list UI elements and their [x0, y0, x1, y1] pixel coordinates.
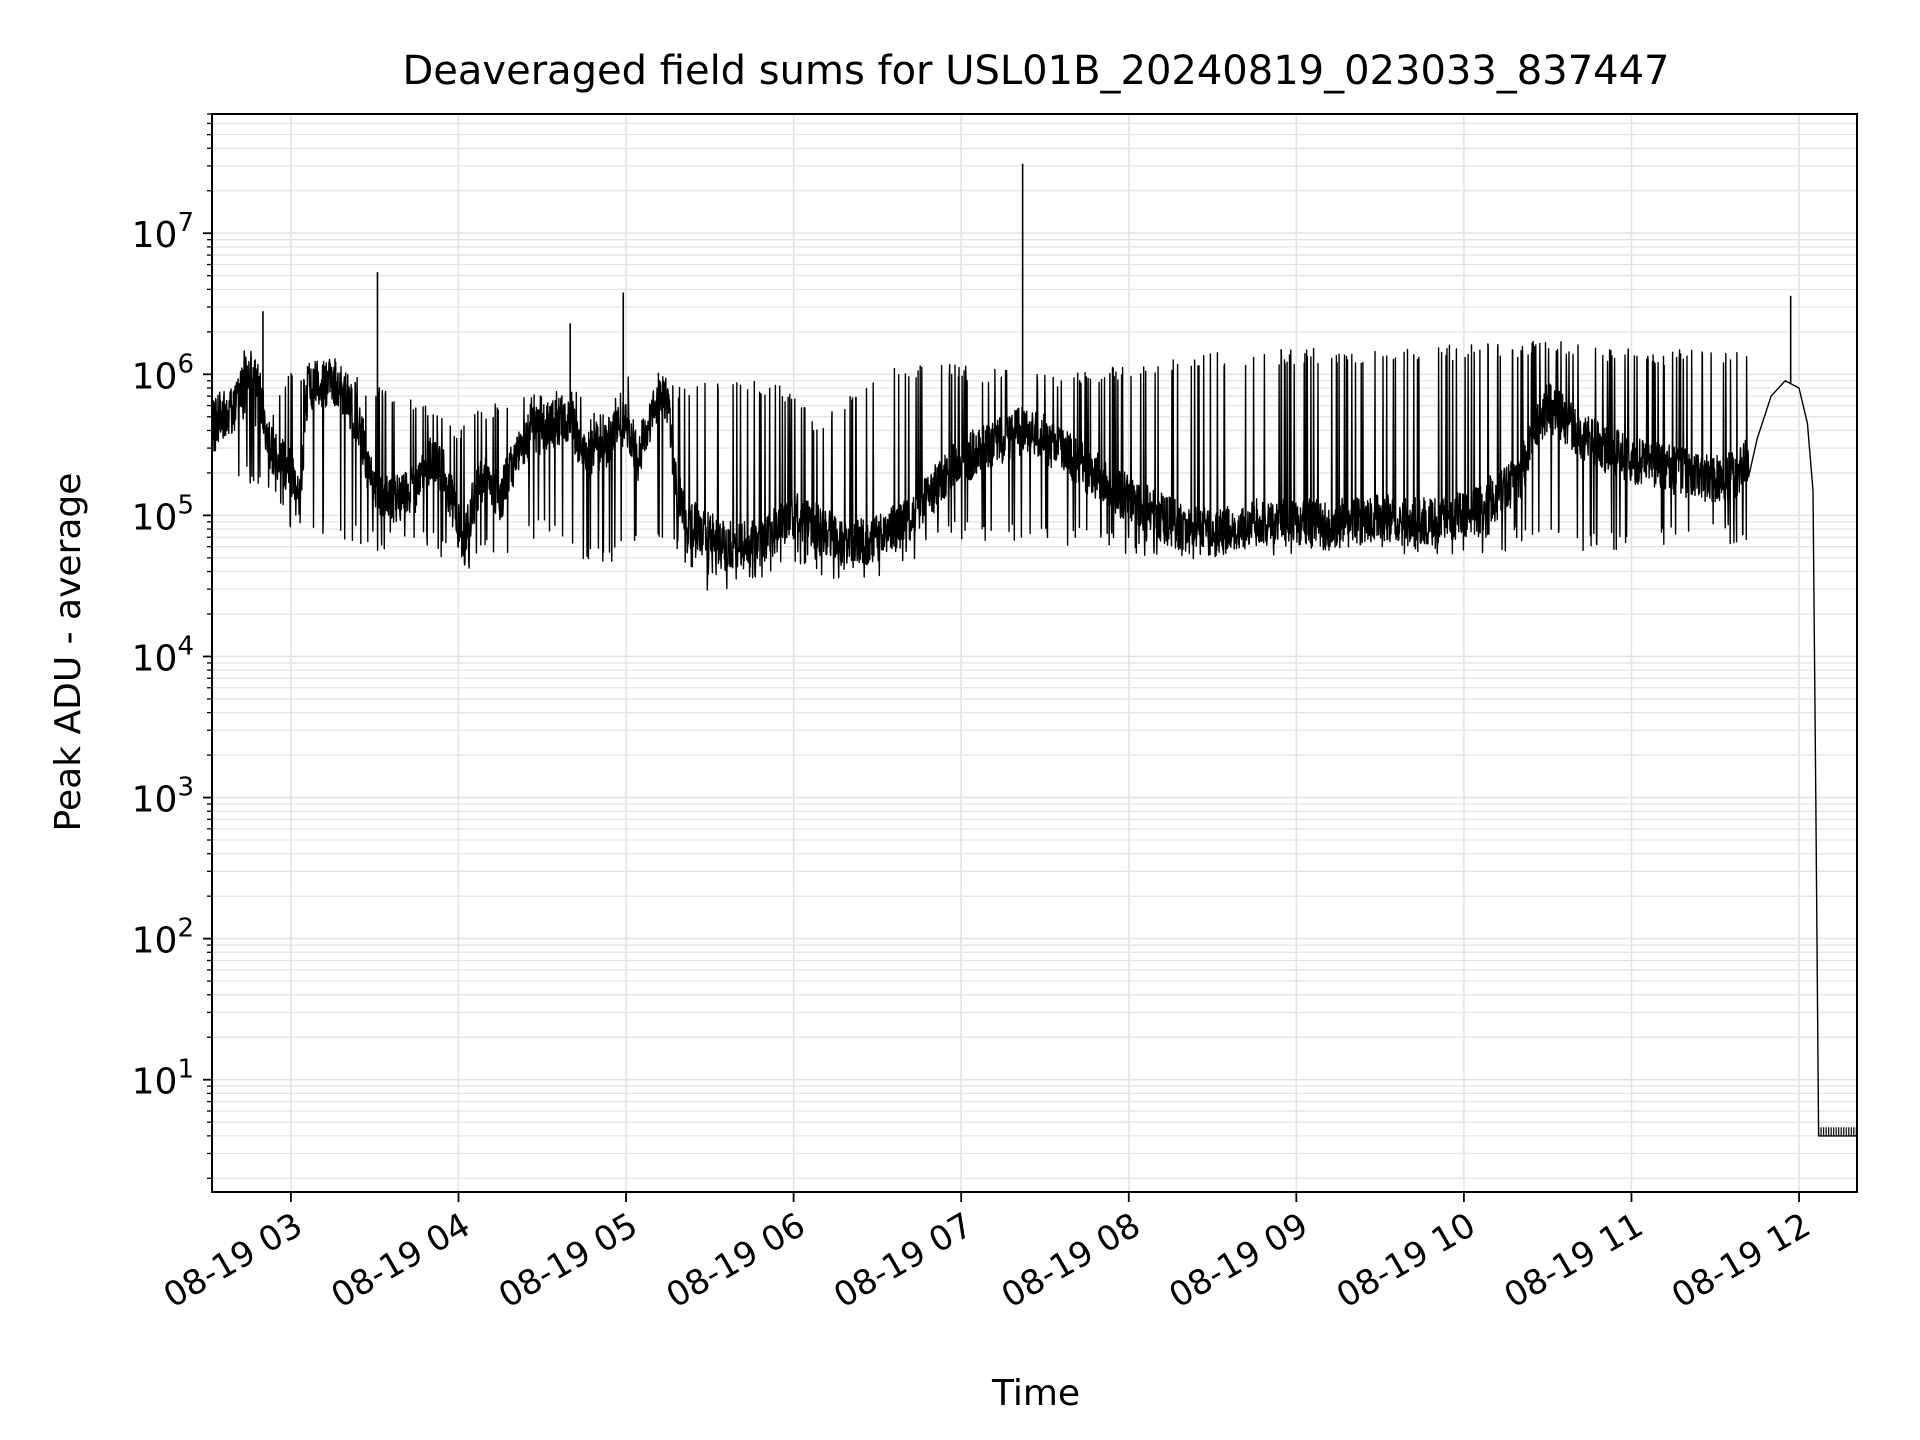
data-series-line [212, 340, 1857, 1137]
y-tick-label: 105 [132, 490, 194, 538]
x-axis-label: Time [991, 1373, 1080, 1414]
data-layer [212, 163, 1857, 1137]
plot-frame [211, 113, 1858, 1193]
y-tick-label: 101 [132, 1055, 194, 1103]
y-tick-label: 103 [132, 773, 194, 821]
y-tick-label: 107 [132, 208, 194, 256]
grid-layer [212, 113, 1857, 1192]
y-tick-label: 102 [132, 914, 194, 962]
y-axis-label: Peak ADU - average [48, 473, 89, 832]
chart-title: Deaveraged field sums for USL01B_2024081… [403, 48, 1670, 94]
y-tick-label: 106 [132, 349, 194, 397]
y-tick-label: 104 [132, 631, 194, 679]
